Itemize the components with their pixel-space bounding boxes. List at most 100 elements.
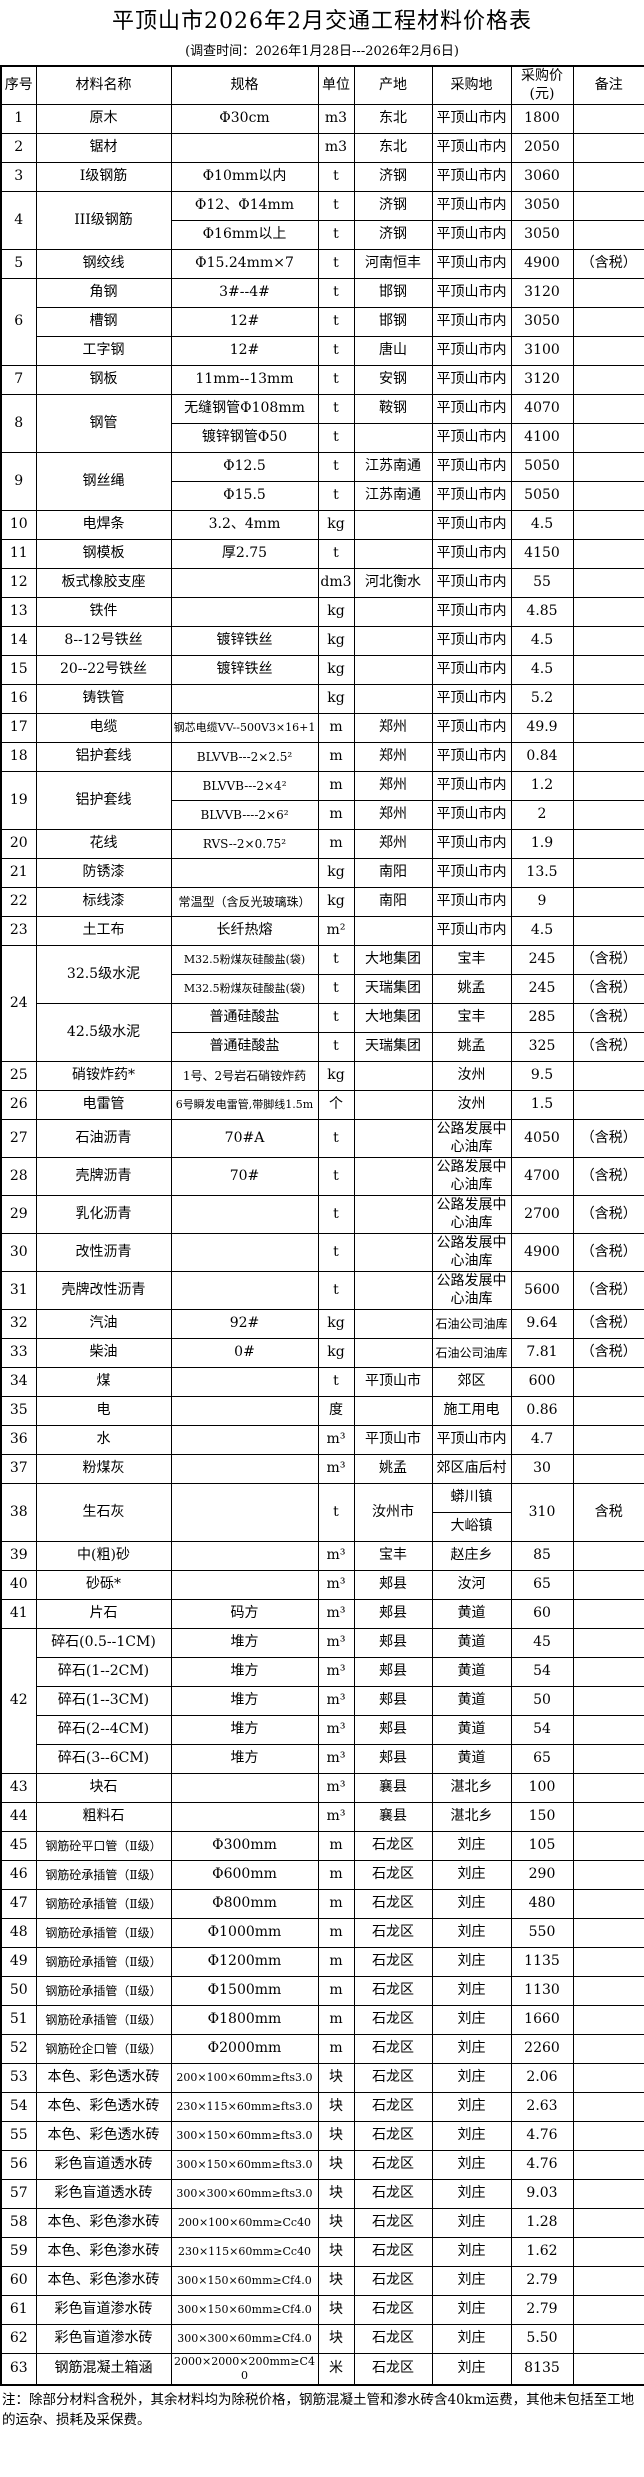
table-cell: [572, 1425, 644, 1455]
table-cell: 石龙区: [353, 1831, 433, 1861]
table-cell: [572, 1657, 644, 1687]
table-cell: 南阳: [353, 858, 433, 888]
table-cell: 黄道: [431, 1599, 512, 1629]
table-cell: 彩色盲道渗水砖: [35, 2324, 172, 2354]
table-cell: 平顶山市内: [431, 307, 512, 337]
table-cell: 郏县: [353, 1715, 433, 1745]
table-cell: 3060: [510, 162, 574, 192]
table-cell: m³: [317, 1454, 355, 1484]
table-cell: [572, 1715, 644, 1745]
table-cell: [572, 1090, 644, 1120]
table-cell: Φ30cm: [170, 104, 319, 134]
table-row: 56 彩色盲道透水砖 300×150×60mm≥fts3.0 块石龙区 刘庄 4.76: [0, 2150, 644, 2180]
table-cell: 刘庄: [431, 2005, 512, 2035]
table-cell: （含税）: [572, 1119, 644, 1158]
table-cell: kg: [317, 858, 355, 888]
table-cell: 5050: [510, 452, 574, 482]
table-cell: 改性沥青: [35, 1233, 172, 1272]
table-cell: [572, 2295, 644, 2325]
table-cell: 石龙区: [353, 2150, 433, 2180]
table-cell: 公路发展中心油库: [431, 1233, 512, 1272]
table-cell: 平顶山市内: [431, 278, 512, 308]
table-cell: m: [317, 2005, 355, 2035]
table-cell: [572, 1947, 644, 1977]
table-cell: （含税）: [572, 1233, 644, 1272]
table-cell: 石龙区: [353, 1889, 433, 1919]
table-cell: 平顶山市: [353, 1367, 433, 1397]
table-cell: 300×150×60mm≥fts3.0: [170, 2150, 319, 2180]
table-cell: 22: [0, 887, 37, 917]
table-cell: 堆方: [170, 1744, 319, 1774]
table-cell: 平顶山市内: [431, 220, 512, 250]
table-cell: [353, 626, 433, 656]
table-row: 30 改性沥青 t 公路发展中心油库 4900 （含税）: [0, 1233, 644, 1272]
table-cell: Φ300mm: [170, 1831, 319, 1861]
table-cell: 黄道: [431, 1744, 512, 1774]
table-cell: 碎石(3--6CM): [35, 1744, 172, 1774]
table-cell: [572, 539, 644, 569]
table-cell: 钢筋砼承插管（Ⅱ级）: [35, 1976, 172, 2006]
table-cell: 襄县: [353, 1773, 433, 1803]
table-row: 15 20--22号铁丝 镀锌铁丝 kg 平顶山市内 4.5: [0, 655, 644, 685]
table-cell: BLVVB---2×2.5²: [170, 742, 319, 772]
table-cell: 63: [0, 2353, 37, 2385]
table-cell: m3: [317, 133, 355, 163]
table-cell: RVS--2×0.75²: [170, 829, 319, 859]
table-cell: 大地集团: [353, 945, 433, 975]
table-cell: [170, 1773, 319, 1803]
table-cell: t: [317, 1119, 355, 1158]
table-cell: [572, 1628, 644, 1658]
table-cell: t: [317, 336, 355, 366]
table-cell: [170, 1195, 319, 1234]
table-cell: [572, 1396, 644, 1426]
table-cell: 刘庄: [431, 2121, 512, 2151]
table-cell: 70#: [170, 1157, 319, 1196]
table-row: 12 板式橡胶支座 dm3 河北衡水 平顶山市内 55: [0, 568, 644, 598]
table-cell: 块: [317, 2324, 355, 2354]
table-cell: 10: [0, 510, 37, 540]
table-cell: 9: [0, 452, 37, 511]
table-cell: 个: [317, 1090, 355, 1120]
table-cell: 43: [0, 1773, 37, 1803]
table-cell: 39: [0, 1541, 37, 1571]
table-cell: III级钢筋: [35, 191, 172, 250]
table-cell: 块: [317, 2092, 355, 2122]
table-cell: 12#: [170, 307, 319, 337]
table-cell: [572, 2063, 644, 2093]
table-cell: 襄县: [353, 1802, 433, 1832]
table-cell: [572, 1889, 644, 1919]
table-cell: 石龙区: [353, 2295, 433, 2325]
table-cell: t: [317, 1367, 355, 1397]
table-cell: 片石: [35, 1599, 172, 1629]
table-cell: [572, 1976, 644, 2006]
table-cell: 堆方: [170, 1657, 319, 1687]
table-cell: 刘庄: [431, 2034, 512, 2064]
table-cell: 平顶山市内: [431, 1425, 512, 1455]
table-cell: kg: [317, 1309, 355, 1339]
table-cell: 1.28: [510, 2208, 574, 2238]
table-cell: 安钢: [353, 365, 433, 395]
table-cell: [572, 2237, 644, 2267]
table-cell: 钢管: [35, 394, 172, 453]
table-cell: BLVVB---2×4²: [170, 771, 319, 801]
table-cell: 石龙区: [353, 2237, 433, 2267]
table-cell: 平顶山市内: [431, 742, 512, 772]
table-cell: 郏县: [353, 1628, 433, 1658]
table-cell: 标线漆: [35, 887, 172, 917]
table-cell: 20--22号铁丝: [35, 655, 172, 685]
table-cell: m³: [317, 1541, 355, 1571]
table-cell: [572, 2324, 644, 2354]
table-cell: 块: [317, 2208, 355, 2238]
table-cell: t: [317, 423, 355, 453]
table-cell: 郑州: [353, 742, 433, 772]
table-cell: 碎石(1--3CM): [35, 1686, 172, 1716]
table-cell: m³: [317, 1686, 355, 1716]
table-cell: [572, 887, 644, 917]
table-cell: 钢模板: [35, 539, 172, 569]
table-cell: 刘庄: [431, 1831, 512, 1861]
table-cell: 3: [0, 162, 37, 192]
table-cell: 41: [0, 1599, 37, 1629]
table-cell: 济钢: [353, 191, 433, 221]
table-cell: 平顶山市内: [431, 365, 512, 395]
table-cell: 铝护套线: [35, 742, 172, 772]
